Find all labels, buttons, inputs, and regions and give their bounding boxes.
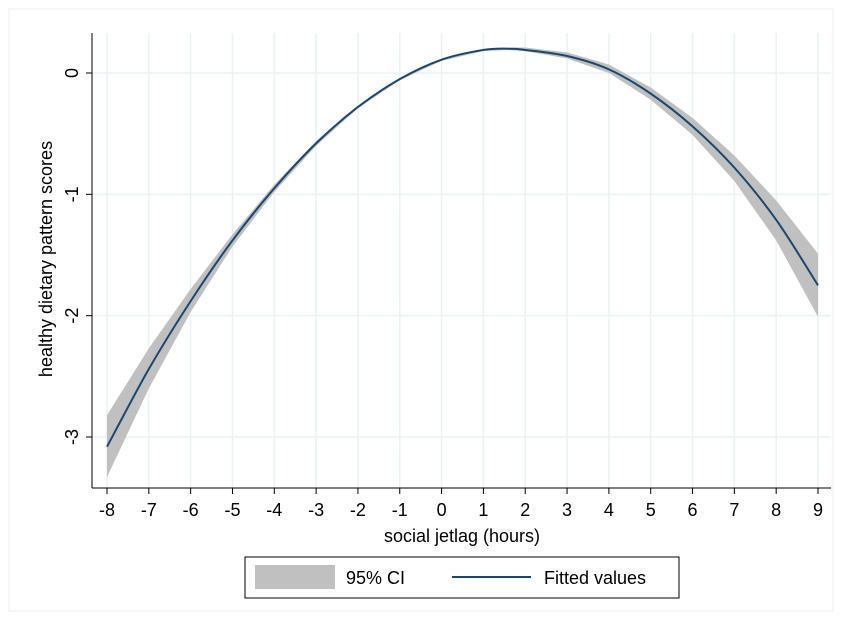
x-tick-label: 5 xyxy=(646,500,656,520)
y-tick-label: -3 xyxy=(62,429,82,445)
x-tick-label: 1 xyxy=(478,500,488,520)
x-tick-label: 3 xyxy=(562,500,572,520)
x-tick-label: -6 xyxy=(183,500,199,520)
y-tick-label: -2 xyxy=(62,308,82,324)
x-tick-label: 0 xyxy=(437,500,447,520)
x-tick-label: -5 xyxy=(224,500,240,520)
x-tick-label: -3 xyxy=(308,500,324,520)
legend-ci-swatch xyxy=(255,565,335,589)
tick-layer: -8 -7 -6 -5 -4 -3 -2 -1 0 1 2 3 4 5 6 7 8 9 0 -1 -2 -3 xyxy=(62,68,823,520)
legend: 95% CI Fitted values xyxy=(244,556,680,599)
fitted-line-layer xyxy=(106,47,819,448)
x-tick-label: 7 xyxy=(729,500,739,520)
y-tick-label: -1 xyxy=(62,186,82,202)
legend-ci-label: 95% CI xyxy=(346,568,405,588)
x-tick-label: -4 xyxy=(266,500,282,520)
x-tick-label: 8 xyxy=(771,500,781,520)
axis-layer xyxy=(91,33,831,489)
x-tick-label: -8 xyxy=(99,500,115,520)
y-tick-label: 0 xyxy=(62,68,82,78)
fitted-values-line xyxy=(106,47,819,448)
x-axis-title: social jetlag (hours) xyxy=(384,526,540,546)
x-tick-label: 9 xyxy=(813,500,823,520)
x-tick-label: -2 xyxy=(350,500,366,520)
x-tick-label: 2 xyxy=(520,500,530,520)
x-tick-label: -7 xyxy=(141,500,157,520)
x-tick-label: 6 xyxy=(688,500,698,520)
outer-frame xyxy=(8,8,834,612)
legend-fit-label: Fitted values xyxy=(544,568,646,588)
y-axis-title: healthy dietary pattern scores xyxy=(36,141,56,377)
x-tick-label: 4 xyxy=(604,500,614,520)
x-tick-label: -1 xyxy=(392,500,408,520)
